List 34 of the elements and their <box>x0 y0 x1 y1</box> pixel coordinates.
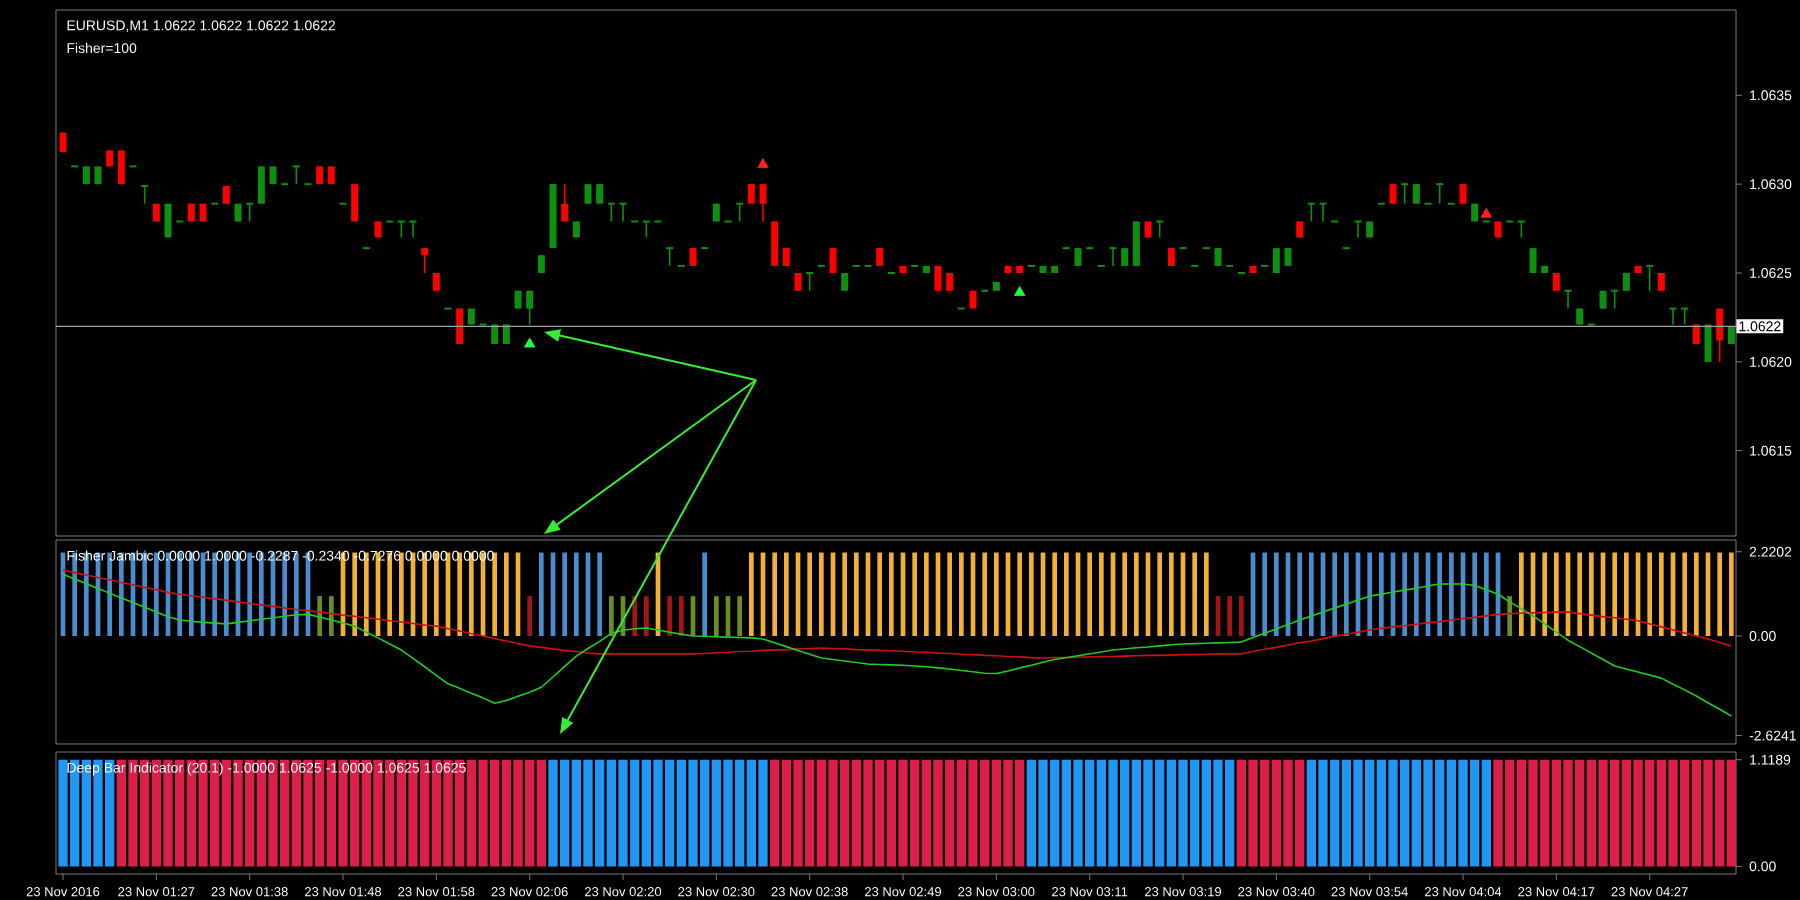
candlestick <box>1435 183 1445 205</box>
candlestick <box>257 165 265 205</box>
candlestick <box>759 183 767 223</box>
candlestick <box>1459 183 1467 205</box>
candlestick <box>934 265 942 292</box>
candlestick <box>1318 202 1328 223</box>
candlestick <box>1389 183 1397 205</box>
candlestick <box>1668 307 1678 326</box>
candlestick <box>1645 264 1655 292</box>
candlestick <box>561 183 569 223</box>
point <box>524 337 536 348</box>
candlestick <box>526 289 534 326</box>
candlestick <box>351 183 359 223</box>
point <box>1480 207 1492 218</box>
candlestick <box>1353 220 1363 239</box>
candlestick <box>829 247 837 274</box>
candlestick <box>1412 183 1420 205</box>
candlestick <box>117 149 125 185</box>
candlestick <box>421 247 429 274</box>
candlestick <box>747 183 755 205</box>
candlestick <box>1132 220 1140 267</box>
candlestick <box>408 220 418 239</box>
candlestick <box>771 220 779 267</box>
candlestick <box>1272 247 1280 274</box>
point <box>1014 286 1026 296</box>
candlestick <box>1563 289 1573 310</box>
candlestick <box>596 183 604 205</box>
candlestick <box>618 202 628 223</box>
candlestick <box>1400 183 1410 205</box>
candlestick <box>1108 247 1118 267</box>
candlestick <box>1704 323 1712 363</box>
candlestick <box>1529 247 1537 274</box>
candlestick <box>584 183 592 205</box>
point <box>757 158 769 168</box>
